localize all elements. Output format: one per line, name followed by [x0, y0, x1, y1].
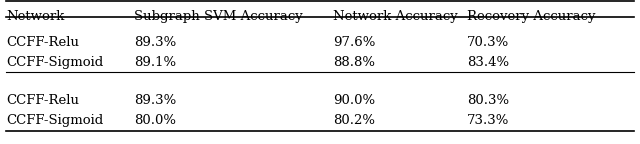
Text: Recovery Accuracy: Recovery Accuracy	[467, 10, 596, 23]
Text: 89.3%: 89.3%	[134, 94, 177, 107]
Text: 73.3%: 73.3%	[467, 114, 509, 127]
Text: 80.3%: 80.3%	[467, 94, 509, 107]
Text: 89.3%: 89.3%	[134, 36, 177, 49]
Text: 80.0%: 80.0%	[134, 114, 177, 127]
Text: 90.0%: 90.0%	[333, 94, 375, 107]
Text: 88.8%: 88.8%	[333, 56, 375, 69]
Text: Network: Network	[6, 10, 65, 23]
Text: 97.6%: 97.6%	[333, 36, 375, 49]
Text: CCFF-Sigmoid: CCFF-Sigmoid	[6, 114, 104, 127]
Text: 89.1%: 89.1%	[134, 56, 177, 69]
Text: 70.3%: 70.3%	[467, 36, 509, 49]
Text: CCFF-Relu: CCFF-Relu	[6, 36, 79, 49]
Text: CCFF-Relu: CCFF-Relu	[6, 94, 79, 107]
Text: 80.2%: 80.2%	[333, 114, 375, 127]
Text: Subgraph SVM Accuracy: Subgraph SVM Accuracy	[134, 10, 303, 23]
Text: CCFF-Sigmoid: CCFF-Sigmoid	[6, 56, 104, 69]
Text: 83.4%: 83.4%	[467, 56, 509, 69]
Text: Network Accuracy: Network Accuracy	[333, 10, 458, 23]
